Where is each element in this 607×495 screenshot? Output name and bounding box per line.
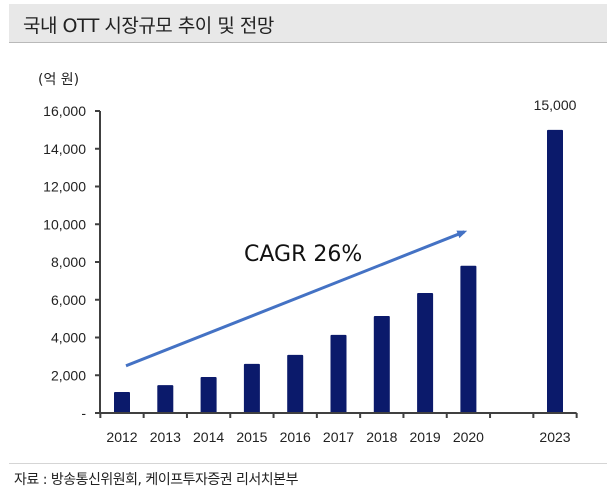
- footer-divider: [9, 463, 607, 464]
- x-tick-label: 2014: [193, 429, 224, 445]
- data-labels: 15,000: [534, 97, 577, 113]
- y-tick-label: 6,000: [51, 292, 86, 308]
- x-tick-label: 2018: [366, 429, 397, 445]
- y-tick-label: 12,000: [43, 179, 86, 195]
- bar-2020: [460, 265, 477, 413]
- bar-2023: [547, 129, 563, 413]
- x-tick-label: 2016: [280, 429, 311, 445]
- cagr-arrow: [125, 230, 468, 368]
- y-tick-label: 4,000: [51, 330, 86, 346]
- cagr-label: CAGR 26%: [244, 242, 362, 267]
- y-axis: - 2,000 4,000 6,000 8,000 10,000 12,000 14,000 1…: [43, 103, 101, 421]
- bar-2015: [243, 363, 260, 413]
- x-axis: 2012 2013 2014 2015 2016 2017 2018 2019 2020 2023: [99, 412, 578, 445]
- y-tick-label: 2,000: [51, 367, 86, 383]
- bars: [114, 129, 563, 413]
- y-axis-unit-label: (억 원): [38, 72, 79, 88]
- y-tick-label: 8,000: [51, 254, 86, 270]
- y-tick-label: -: [81, 405, 86, 421]
- y-tick-label: 16,000: [43, 103, 86, 119]
- x-tick-label: 2012: [106, 429, 137, 445]
- cagr-annotation: CAGR 26%: [125, 230, 468, 368]
- data-label-2023: 15,000: [534, 97, 577, 113]
- x-tick-label: 2020: [453, 429, 484, 445]
- y-tick-label: 10,000: [43, 216, 86, 232]
- bar-2019: [417, 292, 434, 413]
- bar-2018: [373, 315, 390, 413]
- title-bar: 국내 OTT 시장규모 추이 및 전망: [9, 4, 607, 43]
- bar-2016: [287, 354, 304, 413]
- x-tick-label: 2019: [410, 429, 441, 445]
- source-note: 자료 : 방송통신위원회, 케이프투자증권 리서치본부: [14, 472, 298, 488]
- bar-2017: [330, 334, 347, 413]
- x-tick-label: 2015: [236, 429, 267, 445]
- x-tick-label: 2023: [539, 429, 570, 445]
- bar-2012: [114, 392, 130, 413]
- bar-2014: [200, 376, 217, 413]
- chart-title: 국내 OTT 시장규모 추이 및 전망: [23, 15, 274, 37]
- x-tick-label: 2017: [323, 429, 354, 445]
- y-tick-label: 14,000: [43, 141, 86, 157]
- bar-2013: [157, 385, 174, 413]
- x-tick-label: 2013: [150, 429, 181, 445]
